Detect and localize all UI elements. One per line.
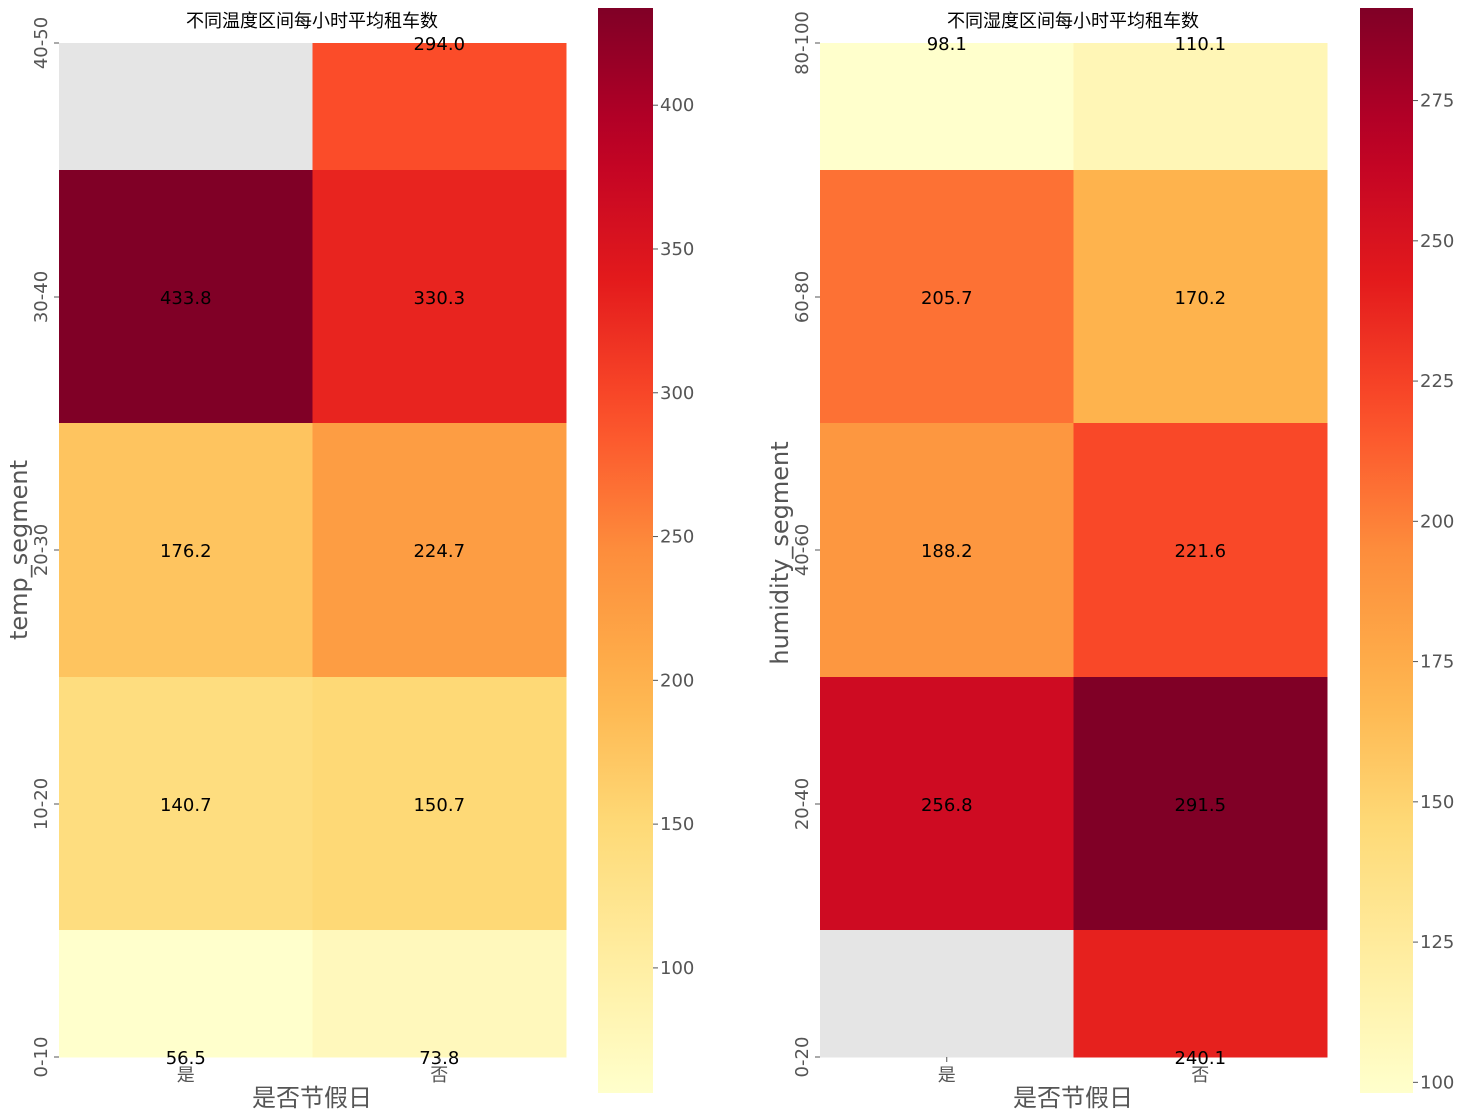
heatmap-cell — [820, 170, 1074, 424]
heatmap-cell — [820, 43, 1074, 171]
heatmap-cell — [59, 170, 313, 424]
colorbar-tick-label: 150 — [660, 814, 694, 835]
y-tick-label: 60-80 — [792, 271, 813, 323]
cell-label: 205.7 — [921, 288, 973, 309]
y-axis-label: humidity_segment — [766, 441, 794, 664]
colorbar-tick-label: 250 — [660, 527, 694, 548]
heatmap-cell — [312, 43, 567, 171]
colorbar-tick-label: 200 — [660, 670, 694, 691]
cell-label: 433.8 — [160, 288, 212, 309]
y-tick-label: 0-20 — [792, 1037, 813, 1078]
x-axis-label: 是否节假日 — [252, 1084, 372, 1112]
colorbar-tick-label: 225 — [1420, 371, 1454, 392]
cell-label: 188.2 — [921, 541, 973, 562]
colorbar-tick-label: 300 — [660, 383, 694, 404]
heatmap-panel-2: 98.1 110.1 205.7 170.2 188.2 221.6 256.8 291.5 2… — [766, 8, 1454, 1112]
colorbar-tick-label: 350 — [660, 239, 694, 260]
colorbar — [1360, 8, 1413, 1093]
y-tick-label: 30-40 — [31, 271, 52, 323]
colorbar-tick-label: 100 — [660, 958, 694, 979]
chart-title: 不同温度区间每小时平均租车数 — [186, 11, 438, 32]
cell-label: 330.3 — [413, 288, 465, 309]
cell-label: 150.7 — [413, 795, 465, 816]
cell-label: 176.2 — [160, 541, 212, 562]
y-tick-label: 10-20 — [31, 778, 52, 830]
heatmap-cell — [1073, 930, 1328, 1058]
colorbar-tick-label: 250 — [1420, 231, 1454, 252]
colorbar-tick-label: 150 — [1420, 792, 1454, 813]
colorbar-tick-label: 275 — [1420, 91, 1454, 112]
y-tick-label: 40-60 — [792, 524, 813, 576]
cell-label: 291.5 — [1174, 795, 1226, 816]
x-tick-label: 否 — [1191, 1065, 1209, 1086]
cell-label: 98.1 — [927, 34, 967, 55]
colorbar-tick-label: 125 — [1420, 932, 1454, 953]
y-tick-label: 20-30 — [31, 524, 52, 576]
heatmap-cell — [1073, 677, 1328, 931]
cell-label: 294.0 — [413, 34, 465, 55]
heatmap-cell — [59, 423, 313, 678]
heatmap-cell — [312, 930, 567, 1058]
y-axis-label: temp_segment — [5, 460, 33, 640]
y-tick-label: 40-50 — [31, 17, 52, 69]
x-tick-label: 是 — [938, 1065, 956, 1086]
y-tick-label: 0-10 — [31, 1037, 52, 1078]
heatmap-cell — [1073, 170, 1328, 424]
x-tick-label: 是 — [177, 1065, 195, 1086]
cell-label: 110.1 — [1174, 34, 1226, 55]
heatmap-cell — [59, 930, 313, 1058]
chart-title: 不同湿度区间每小时平均租车数 — [947, 11, 1199, 32]
heatmap-cell — [59, 677, 313, 931]
heatmap-cell — [1073, 43, 1328, 171]
heatmap-cell — [312, 677, 567, 931]
colorbar-tick-label: 175 — [1420, 652, 1454, 673]
cell-label: 170.2 — [1174, 288, 1226, 309]
heatmap-cell — [820, 930, 1074, 1058]
y-tick-label: 80-100 — [792, 11, 813, 75]
x-tick-label: 否 — [430, 1065, 448, 1086]
y-tick-label: 20-40 — [792, 778, 813, 830]
cell-label: 221.6 — [1174, 541, 1226, 562]
cell-label: 140.7 — [160, 795, 212, 816]
heatmap-cell — [820, 423, 1074, 678]
x-axis-label: 是否节假日 — [1013, 1084, 1133, 1112]
colorbar-tick-label: 400 — [660, 95, 694, 116]
heatmap-cell — [312, 170, 567, 424]
heatmap-cell — [59, 43, 313, 171]
heatmap-cell — [820, 677, 1074, 931]
colorbar-tick-label: 100 — [1420, 1072, 1454, 1093]
colorbar — [598, 8, 653, 1093]
cell-label: 256.8 — [921, 795, 973, 816]
colorbar-tick-label: 200 — [1420, 511, 1454, 532]
heatmap-cell — [1073, 423, 1328, 678]
cell-label: 224.7 — [413, 541, 465, 562]
heatmap-cell — [312, 423, 567, 678]
